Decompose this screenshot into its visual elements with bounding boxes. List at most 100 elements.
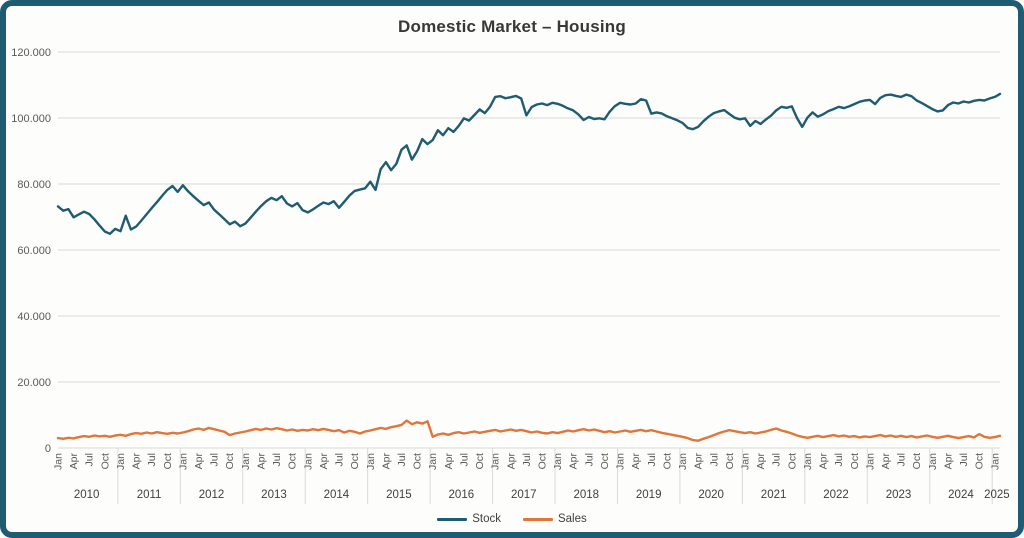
month-tick-label: Jan xyxy=(677,453,689,470)
month-tick-label: Jul xyxy=(84,453,96,466)
year-label: 2021 xyxy=(761,489,787,501)
month-tick-label: Jul xyxy=(583,453,595,466)
month-tick-label: Apr xyxy=(630,453,642,470)
month-tick-label: Oct xyxy=(474,453,486,469)
month-tick-label: Jul xyxy=(958,453,970,466)
month-tick-label: Oct xyxy=(786,453,798,469)
y-tick-label: 0 xyxy=(45,443,51,455)
year-label: 2013 xyxy=(261,489,287,501)
month-tick-label: Oct xyxy=(224,453,236,469)
month-tick-label: Oct xyxy=(849,453,861,469)
year-separators xyxy=(117,448,993,504)
month-tick-label: Jul xyxy=(396,453,408,466)
legend-item-sales: Sales xyxy=(522,513,587,525)
month-tick-label: Jan xyxy=(427,453,439,470)
month-tick-label: Jan xyxy=(490,453,502,470)
month-tick-label: Jul xyxy=(458,453,470,466)
month-tick-label: Jul xyxy=(833,453,845,466)
month-tick-label: Jul xyxy=(708,453,720,466)
x-month-labels: Jan Apr Jul Oct Jan Apr Jul Oct Jan Apr Jul Oct Jan A… xyxy=(53,453,1002,470)
legend-item-stock: Stock xyxy=(437,513,501,525)
month-tick-label: Oct xyxy=(724,453,736,469)
sales-line-swatch xyxy=(522,517,553,521)
month-tick-label: Apr xyxy=(818,453,830,470)
month-tick-label: Jan xyxy=(365,453,377,470)
stock-line-swatch xyxy=(437,517,468,521)
month-tick-label: Apr xyxy=(568,453,580,470)
month-tick-label: Jan xyxy=(552,453,564,470)
month-tick-label: Apr xyxy=(131,453,143,470)
month-tick-label: Oct xyxy=(99,453,111,469)
month-tick-label: Jan xyxy=(115,453,127,470)
month-tick-label: Oct xyxy=(162,453,174,469)
y-tick-label: 80.000 xyxy=(17,179,51,191)
line-chart-plot: 0 20.000 40.000 60.000 80.000 100.000 120.000 J… xyxy=(6,42,1018,506)
month-tick-label: Apr xyxy=(693,453,705,470)
month-tick-label: Jul xyxy=(146,453,158,466)
year-label: 2015 xyxy=(386,489,412,501)
month-tick-label: Apr xyxy=(755,453,767,470)
month-tick-label: Jul xyxy=(771,453,783,466)
month-tick-label: Apr xyxy=(880,453,892,470)
month-tick-label: Jan xyxy=(53,453,65,470)
month-tick-label: Oct xyxy=(349,453,361,469)
year-label: 2011 xyxy=(137,489,162,501)
month-tick-label: Jan xyxy=(989,453,1001,470)
month-tick-label: Oct xyxy=(911,453,923,469)
month-tick-label: Jul xyxy=(521,453,533,466)
legend: Stock Sales xyxy=(6,506,1018,532)
month-tick-label: Oct xyxy=(537,453,549,469)
month-tick-label: Apr xyxy=(942,453,954,470)
month-tick-label: Oct xyxy=(412,453,424,469)
month-tick-label: Jul xyxy=(896,453,908,466)
year-label: 2018 xyxy=(573,489,599,501)
year-label: 2023 xyxy=(886,489,912,501)
year-label: 2017 xyxy=(511,489,537,501)
month-tick-label: Apr xyxy=(255,453,267,470)
month-tick-label: Jan xyxy=(615,453,627,470)
month-tick-label: Jan xyxy=(302,453,314,470)
y-tick-labels: 0 20.000 40.000 60.000 80.000 100.000 120.000 xyxy=(11,47,51,455)
year-label: 2024 xyxy=(948,489,974,501)
month-tick-label: Oct xyxy=(287,453,299,469)
month-tick-label: Apr xyxy=(380,453,392,470)
month-tick-label: Apr xyxy=(318,453,330,470)
month-tick-label: Jan xyxy=(802,453,814,470)
y-tick-label: 100.000 xyxy=(11,113,51,125)
chart-title: Domestic Market – Housing xyxy=(398,17,626,36)
year-label: 2010 xyxy=(74,489,100,501)
y-tick-label: 20.000 xyxy=(17,377,51,389)
month-tick-label: Jul xyxy=(334,453,346,466)
legend-label-sales: Sales xyxy=(557,513,587,525)
y-tick-label: 40.000 xyxy=(17,311,51,323)
sales-series-line xyxy=(56,419,1002,442)
month-tick-label: Jul xyxy=(209,453,221,466)
month-tick-label: Oct xyxy=(661,453,673,469)
y-tick-label: 120.000 xyxy=(11,47,51,59)
stock-series-line xyxy=(56,92,1002,236)
y-gridlines xyxy=(58,51,1000,449)
month-tick-label: Jan xyxy=(739,453,751,470)
month-tick-label: Jan xyxy=(240,453,252,470)
month-tick-label: Apr xyxy=(193,453,205,470)
year-label: 2012 xyxy=(199,489,225,501)
month-tick-label: Jan xyxy=(927,453,939,470)
year-label: 2014 xyxy=(324,489,350,501)
month-tick-label: Apr xyxy=(443,453,455,470)
year-label: 2025 xyxy=(984,489,1010,501)
year-label: 2022 xyxy=(823,489,849,501)
chart-canvas: 0 20.000 40.000 60.000 80.000 100.000 120.000 J… xyxy=(11,47,1010,504)
y-tick-label: 60.000 xyxy=(17,245,51,257)
month-tick-label: Jan xyxy=(177,453,189,470)
month-tick-label: Apr xyxy=(505,453,517,470)
month-tick-label: Jul xyxy=(646,453,658,466)
month-tick-label: Oct xyxy=(599,453,611,469)
month-tick-label: Oct xyxy=(974,453,986,469)
x-year-labels: 2010 2011 2012 2013 2014 2015 2016 2017 2018 2019… xyxy=(74,489,1010,501)
year-label: 2019 xyxy=(636,489,662,501)
year-label: 2020 xyxy=(698,489,724,501)
year-label: 2016 xyxy=(449,489,475,501)
month-tick-label: Jul xyxy=(271,453,283,466)
legend-label-stock: Stock xyxy=(472,513,501,525)
